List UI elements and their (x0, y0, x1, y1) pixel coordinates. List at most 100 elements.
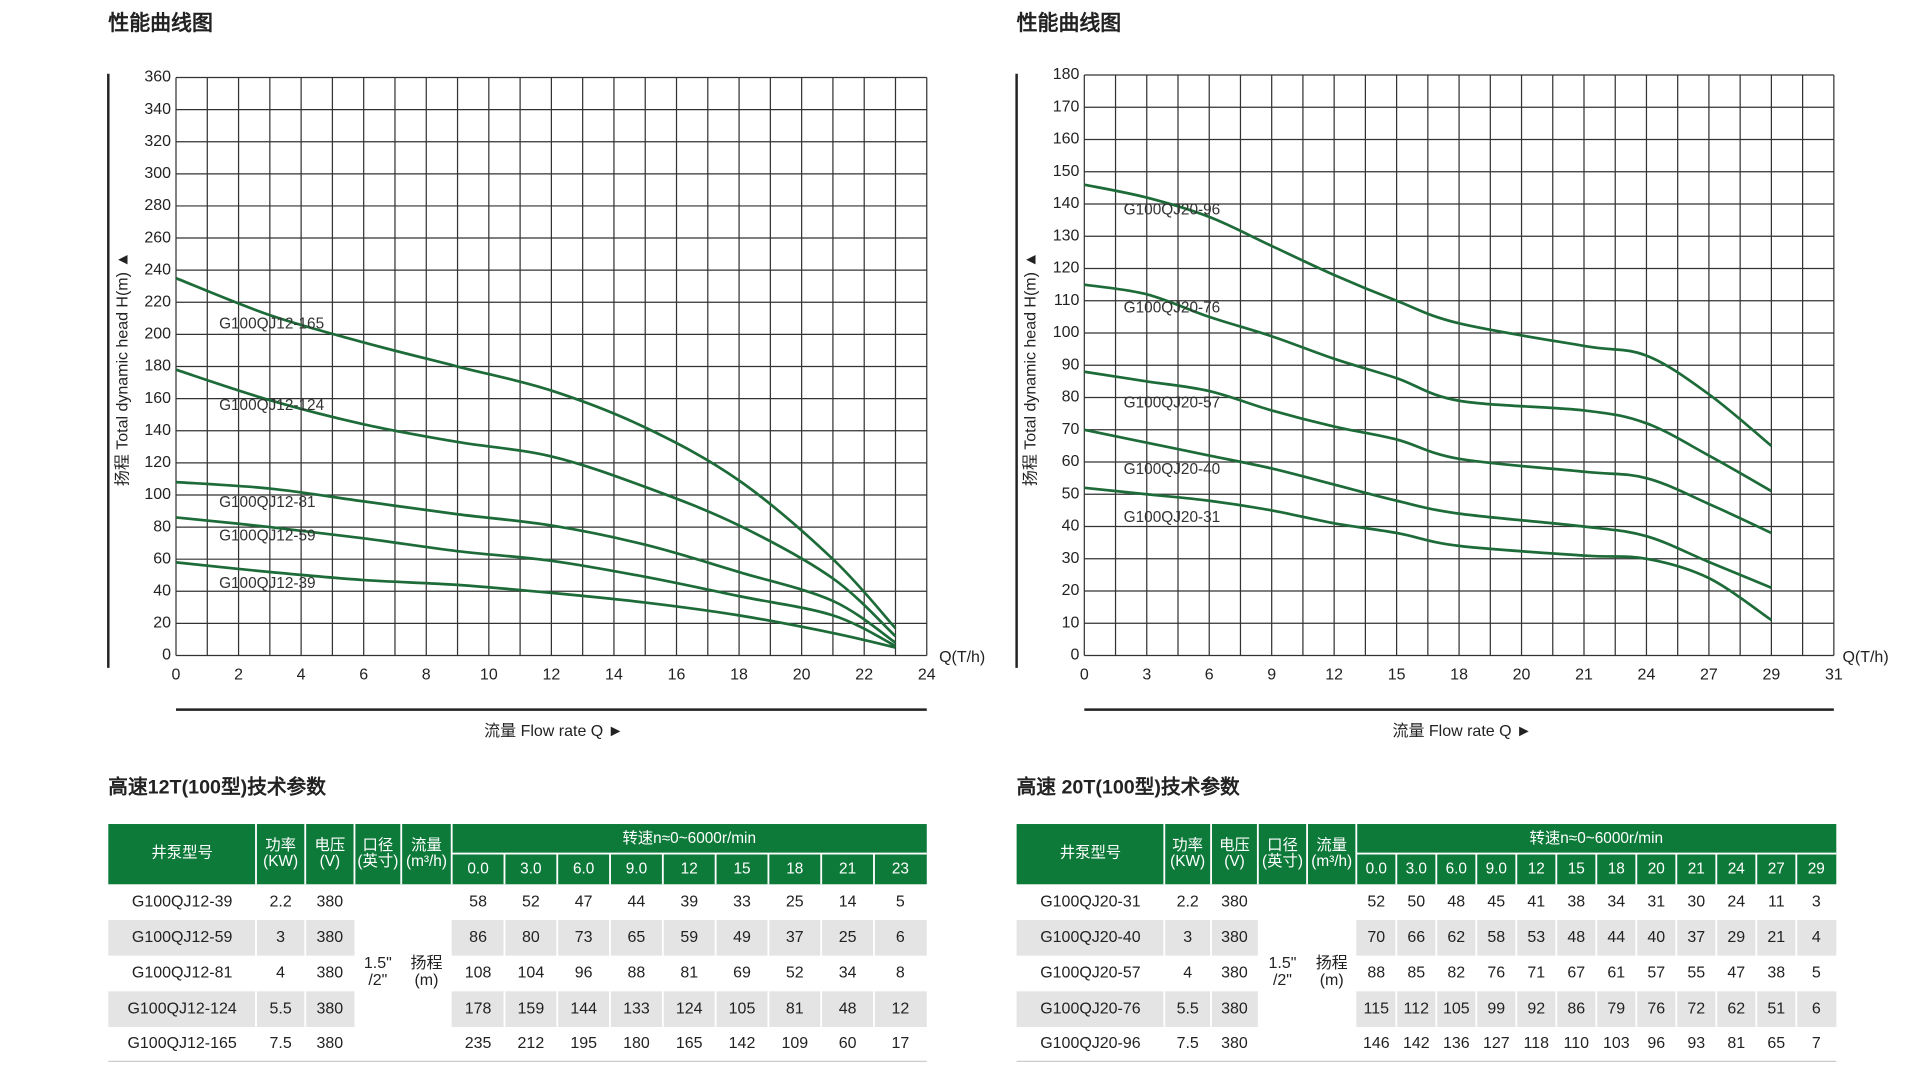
x-tick-label: 2 (234, 666, 243, 683)
header-cell: (V) (320, 853, 340, 870)
cell: 52 (522, 893, 540, 910)
cell: 86 (1567, 1000, 1585, 1017)
cell: G100QJ12-165 (127, 1035, 236, 1052)
cell: 7.5 (269, 1035, 291, 1052)
row-bg (1016, 919, 1258, 956)
curve (175, 516, 897, 648)
cell: 380 (317, 929, 344, 946)
x-tick-label: 22 (855, 666, 873, 683)
cell: G100QJ12-124 (127, 1000, 236, 1017)
cell: 380 (317, 1000, 344, 1017)
x-tick-label: 24 (918, 666, 936, 683)
cell: 142 (1403, 1035, 1430, 1052)
cell: (m) (1320, 972, 1344, 989)
cell: 79 (1607, 1000, 1625, 1017)
header-cell: 电压 (314, 836, 345, 854)
curve (1084, 428, 1772, 590)
cell: 96 (575, 965, 593, 982)
cell: 37 (1687, 929, 1705, 946)
cell: 4 (1183, 965, 1192, 982)
x-tick-label: 12 (542, 666, 560, 683)
cell: 扬程 (1316, 954, 1348, 972)
cell: 212 (518, 1035, 545, 1052)
curve (175, 561, 896, 649)
cell: 3 (1812, 893, 1821, 910)
cell: 5 (896, 893, 905, 910)
cell: 37 (786, 929, 804, 946)
cell: 380 (317, 965, 344, 982)
header-cell: 转速n≈0~6000r/min (1530, 829, 1664, 847)
x-tick-label: 0 (1080, 666, 1089, 683)
header-cell: 9.0 (1486, 861, 1507, 878)
curve-label: G100QJ12-39 (219, 575, 316, 592)
cell: 39 (680, 893, 698, 910)
x-tick-label: 10 (480, 666, 498, 683)
header-cell: 12 (681, 861, 698, 878)
x-tick-label: 16 (668, 666, 686, 683)
y-tick-label: 120 (1053, 260, 1080, 277)
cell: 110 (1564, 1035, 1590, 1052)
cell: 4 (276, 965, 285, 982)
header-cell: 3.0 (1406, 861, 1427, 878)
y-tick-label: 40 (1062, 518, 1080, 535)
header-cell: 18 (786, 861, 803, 878)
cell: 58 (1487, 929, 1505, 946)
curve (1084, 370, 1772, 535)
cell: 52 (1367, 893, 1385, 910)
x-tick-label: 18 (1450, 666, 1468, 683)
curve (175, 368, 897, 638)
x-tick-label: 31 (1825, 666, 1843, 683)
cell: 4 (1812, 929, 1821, 946)
curve (175, 276, 897, 630)
header-cell: 12 (1528, 861, 1545, 878)
cell: 108 (465, 965, 492, 982)
x-tick-label: 24 (1638, 666, 1656, 683)
cell: 52 (786, 965, 804, 982)
cell: 195 (570, 1035, 597, 1052)
x-tick-label: 4 (297, 666, 306, 683)
y-tick-label: 0 (1070, 647, 1079, 664)
cell: 99 (1487, 1000, 1505, 1017)
cell: 88 (1367, 965, 1385, 982)
cell: 76 (1647, 1000, 1665, 1017)
cell: 66 (1407, 929, 1425, 946)
x-tick-label: 8 (422, 666, 431, 683)
cell: 24 (1727, 893, 1745, 910)
header-cell: (KW) (263, 853, 298, 870)
cell: 109 (781, 1035, 808, 1052)
y-tick-label: 10 (1062, 615, 1080, 632)
header-cell: (英寸) (357, 852, 398, 870)
cell: 61 (1607, 965, 1625, 982)
cell: 180 (623, 1035, 650, 1052)
y-tick-label: 130 (1053, 227, 1080, 244)
cell: 81 (680, 965, 698, 982)
header-cell: 15 (733, 861, 750, 878)
y-tick-label: 80 (153, 518, 171, 535)
y-tick-label: 90 (1062, 356, 1080, 373)
x-tick-label: 27 (1700, 666, 1718, 683)
header-cell: 21 (1688, 861, 1705, 878)
cell: 2.2 (269, 893, 291, 910)
header-cell: 转速n≈0~6000r/min (622, 829, 756, 847)
cell: 82 (1447, 965, 1465, 982)
x-tick-label: 15 (1388, 666, 1406, 683)
cell: 50 (1407, 893, 1425, 910)
cell: 47 (1727, 965, 1745, 982)
cell: 14 (839, 893, 857, 910)
y-tick-label: 100 (144, 486, 171, 503)
y-tick-label: 180 (144, 358, 171, 375)
header-cell: 3.0 (520, 861, 541, 878)
y-tick-label: 200 (144, 326, 171, 343)
cell: 51 (1767, 1000, 1785, 1017)
cell: 48 (1447, 893, 1465, 910)
x-axis-title: 流量 Flow rate Q ► (484, 722, 623, 740)
cell: 144 (570, 1000, 597, 1017)
y-tick-label: 120 (144, 454, 171, 471)
header-cell: 流量 (1316, 836, 1347, 854)
cell: G100QJ20-57 (1040, 965, 1141, 982)
cell: 124 (676, 1000, 703, 1017)
y-tick-label: 300 (144, 165, 171, 182)
header-cell: 功率 (265, 836, 296, 854)
cell: 380 (1221, 929, 1248, 946)
